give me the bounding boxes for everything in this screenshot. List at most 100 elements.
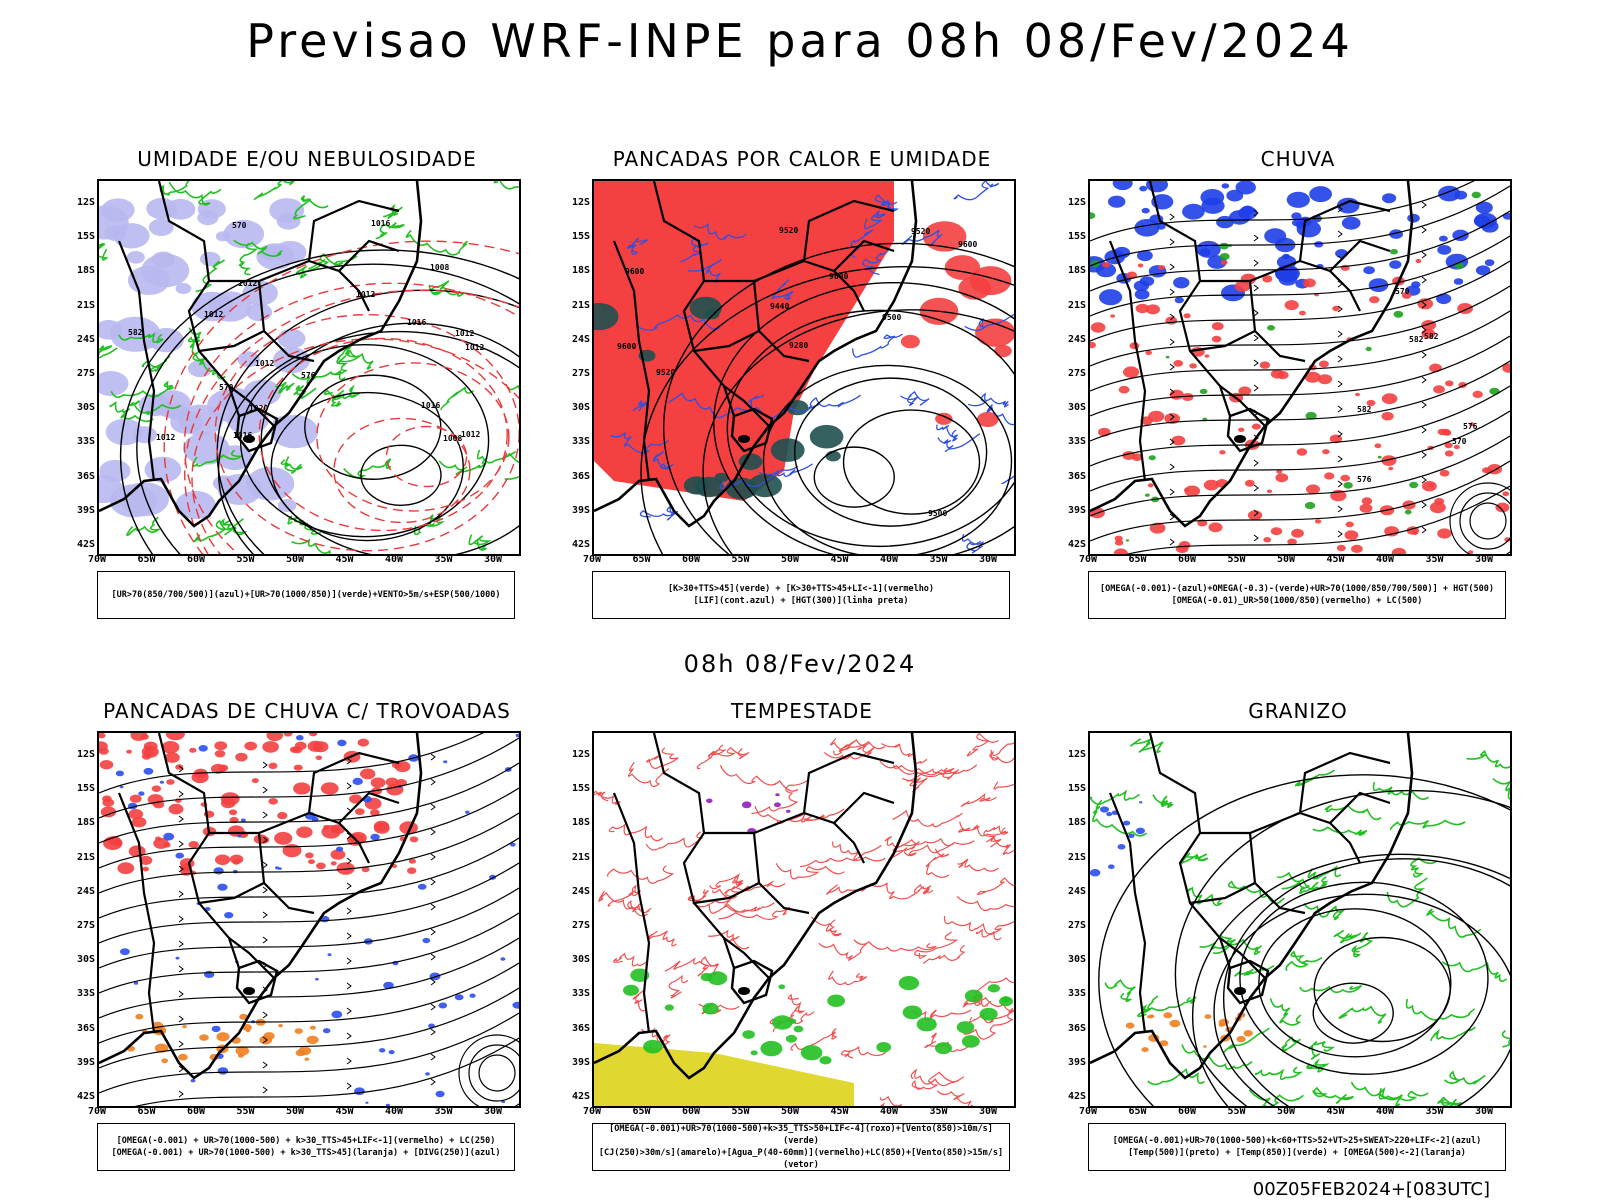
- map-graphics: 582 576 582 570 576 570 582: [1090, 181, 1510, 554]
- lon-tick-label: 35W: [929, 1106, 948, 1117]
- lon-tick-label: 45W: [335, 1106, 354, 1117]
- contour-label: 570: [219, 383, 234, 392]
- lat-tick-label: 30S: [76, 954, 95, 966]
- lon-tick-label: 55W: [1227, 1106, 1246, 1117]
- lat-tick-label: 18S: [76, 265, 95, 277]
- lat-tick-label: 18S: [76, 817, 95, 829]
- legend-line: [OMEGA(-0.001)-(azul)+OMEGA(-0.3)-(verde…: [1099, 584, 1495, 594]
- lat-tick-label: 39S: [1067, 504, 1086, 516]
- contour-label: 1012: [156, 433, 175, 442]
- contour-label: 9520: [656, 368, 675, 377]
- lat-tick-label: 42S: [1067, 539, 1086, 550]
- weather-map: 9600 9520 9500 9600 9600 9500 9520 9600 9440 9520…: [592, 179, 1016, 556]
- lat-tick-label: 27S: [571, 368, 590, 379]
- contour-label: 1012: [356, 290, 375, 299]
- lat-tick-label: 15S: [571, 231, 590, 243]
- lat-tick-label: 39S: [1067, 1056, 1086, 1068]
- lat-tick-label: 27S: [571, 920, 590, 931]
- lat-tick-label: 30S: [1067, 402, 1086, 414]
- lon-tick-label: 70W: [87, 554, 107, 565]
- contour-label: 9600: [958, 240, 977, 249]
- lat-tick-label: 36S: [1067, 1022, 1086, 1034]
- lon-tick-label: 35W: [1425, 554, 1444, 565]
- legend-line: [OMEGA(-0.001) + UR>70(1000-500) + k>30_…: [111, 1148, 501, 1158]
- lon-tick-label: 45W: [335, 554, 354, 565]
- panel-legend: [OMEGA(-0.001)+UR>70(1000-500)+k<60+TTS>…: [1088, 1123, 1506, 1171]
- lon-tick-label: 60W: [1177, 1106, 1197, 1117]
- contour-label: 576: [1463, 422, 1478, 431]
- contour-label: 9520: [911, 227, 930, 236]
- lat-tick-label: 18S: [571, 265, 590, 277]
- lat-tick-label: 12S: [571, 749, 590, 760]
- lat-tick-label: 30S: [571, 402, 590, 414]
- lon-tick-label: 30W: [978, 1106, 998, 1117]
- lat-tick-label: 42S: [1067, 1091, 1086, 1102]
- contour-label: 9500: [882, 313, 901, 322]
- lon-tick-label: 50W: [285, 554, 305, 565]
- contour-label: 9500: [928, 509, 947, 518]
- lon-tick-label: 60W: [681, 554, 701, 565]
- contour-label: 9600: [829, 272, 848, 281]
- lat-tick-label: 27S: [1067, 920, 1086, 931]
- contour-label: 1016: [421, 401, 440, 410]
- lat-tick-label: 18S: [571, 817, 590, 829]
- lat-tick-label: 12S: [1067, 197, 1086, 208]
- weather-map: [1088, 731, 1512, 1108]
- lat-tick-label: 12S: [76, 749, 95, 760]
- panel-legend: [UR>70(850/700/500)](azul)+[UR>70(1000/8…: [97, 571, 515, 619]
- lon-tick-label: 50W: [1276, 1106, 1296, 1117]
- lon-tick-label: 65W: [1128, 1106, 1147, 1117]
- contour-label: 1012: [255, 359, 274, 368]
- legend-line: [LIF](cont.azul) + [HGT(300)](linha pret…: [693, 596, 909, 606]
- lat-tick-label: 30S: [571, 954, 590, 966]
- lat-tick-label: 24S: [76, 333, 95, 345]
- lat-tick-label: 30S: [76, 402, 95, 414]
- lat-tick-label: 36S: [571, 1022, 590, 1034]
- lon-tick-label: 55W: [236, 1106, 255, 1117]
- lat-tick-label: 33S: [1067, 988, 1086, 1000]
- contour-label: 1012: [465, 343, 484, 352]
- panel-legend: [OMEGA(-0.001) + UR>70(1000-500) + k>30_…: [97, 1123, 515, 1171]
- lat-tick-label: 21S: [571, 851, 590, 863]
- legend-line: [OMEGA(-0.01)_UR>50(1000/850)(vermelho) …: [1171, 596, 1423, 606]
- lon-tick-label: 55W: [731, 1106, 750, 1117]
- lon-tick-label: 70W: [582, 1106, 602, 1117]
- contour-label: 9600: [625, 267, 644, 276]
- contour-label: 9280: [789, 341, 808, 350]
- lon-tick-label: 30W: [978, 554, 998, 565]
- lat-tick-label: 42S: [76, 1091, 95, 1102]
- contour-label: 9600: [617, 342, 636, 351]
- lon-tick-label: 40W: [1375, 554, 1395, 565]
- main-title: Previsao WRF-INPE para 08h 08/Fev/2024: [246, 14, 1354, 68]
- contour-label: 9440: [770, 302, 789, 311]
- legend-line: [OMEGA(-0.001)+UR>70(1000-500)+k>35_TTS>…: [609, 1124, 993, 1146]
- map-graphics: [594, 733, 1014, 1106]
- lat-tick-label: 24S: [571, 333, 590, 345]
- weather-map: [592, 731, 1016, 1108]
- lon-tick-label: 65W: [137, 1106, 156, 1117]
- contour-label: 1012: [461, 430, 480, 439]
- lon-tick-label: 65W: [1128, 554, 1147, 565]
- lon-tick-label: 35W: [434, 554, 453, 565]
- weather-map: 1012 1012 1012 1012 1012 1012 1020 1016 1008 1008…: [97, 179, 521, 556]
- contour-label: 9520: [779, 226, 798, 235]
- weather-map: 582 576 582 570 576 570 582: [1088, 179, 1512, 556]
- contour-label: 1016: [371, 219, 390, 228]
- contour-label: 1012: [238, 279, 257, 288]
- contour-label: 582: [128, 328, 143, 337]
- map-graphics: [1090, 733, 1510, 1106]
- lon-tick-label: 55W: [236, 554, 255, 565]
- contour-label: 582: [1424, 332, 1439, 341]
- contour-label: 1012: [204, 310, 223, 319]
- lon-tick-label: 55W: [1227, 554, 1246, 565]
- map-graphics: 1012 1012 1012 1012 1012 1012 1020 1016 1008 1008…: [99, 181, 519, 554]
- lat-tick-label: 21S: [1067, 299, 1086, 311]
- lat-tick-label: 15S: [76, 231, 95, 243]
- lat-tick-label: 33S: [571, 988, 590, 1000]
- contour-label: 1008: [443, 434, 462, 443]
- contour-label: 1016: [407, 318, 426, 327]
- lat-tick-label: 15S: [76, 783, 95, 795]
- lon-tick-label: 70W: [1078, 554, 1098, 565]
- lat-tick-label: 39S: [571, 504, 590, 516]
- contour-label: 582: [1357, 405, 1372, 414]
